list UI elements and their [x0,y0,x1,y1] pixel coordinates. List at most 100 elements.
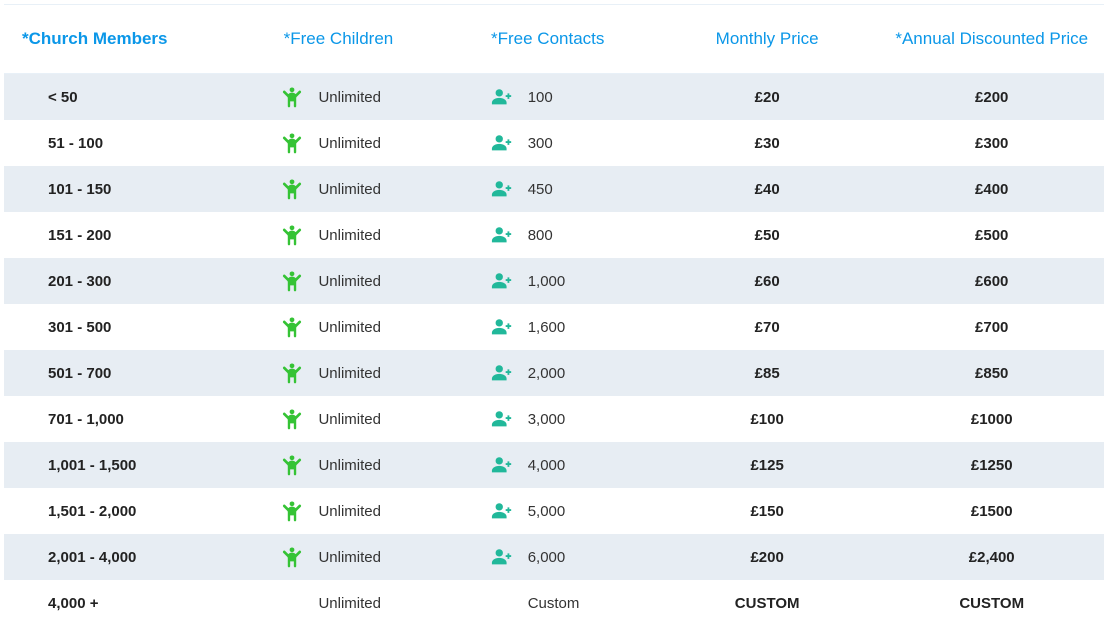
header-children: *Free Children [284,28,394,49]
contacts-cell: 450 [441,177,655,201]
contacts-cell: 4,000 [441,453,655,477]
table-row: < 50 Unlimited 100 £20 £200 [4,74,1104,120]
header-contacts: *Free Contacts [491,28,604,49]
header-monthly: Monthly Price [716,28,819,49]
contacts-value: Custom [528,595,606,612]
user-plus-icon [491,132,513,154]
annual-price-cell: CUSTOM [959,595,1024,612]
monthly-price-cell: £20 [755,89,780,106]
table-row: 101 - 150 Unlimited 450 £40 £400 [4,166,1104,212]
annual-price-cell: £500 [975,227,1008,244]
children-value: Unlimited [318,503,396,520]
header-members: *Church Members [22,28,167,49]
table-row: 1,501 - 2,000 Unlimited 5,000 £150 £1500 [4,488,1104,534]
child-icon [281,500,303,522]
child-icon [281,86,303,108]
contacts-value: 450 [528,181,606,198]
members-cell: 301 - 500 [22,319,111,336]
members-cell: 1,001 - 1,500 [22,457,136,474]
monthly-price-cell: £150 [750,503,783,520]
children-value: Unlimited [318,319,396,336]
monthly-price-cell: £100 [750,411,783,428]
annual-price-cell: £1500 [971,503,1013,520]
user-plus-icon [491,178,513,200]
monthly-price-cell: £125 [750,457,783,474]
table-row: 2,001 - 4,000 Unlimited 6,000 £200 £2,40… [4,534,1104,580]
table-row: 501 - 700 Unlimited 2,000 £85 £850 [4,350,1104,396]
children-value: Unlimited [318,595,396,612]
members-cell: < 50 [22,89,78,106]
children-cell: Unlimited [236,453,440,477]
contacts-cell: 3,000 [441,407,655,431]
contacts-cell: 1,000 [441,269,655,293]
children-value: Unlimited [318,411,396,428]
children-value: Unlimited [318,365,396,382]
annual-price-cell: £700 [975,319,1008,336]
monthly-price-cell: £50 [755,227,780,244]
table-row: 701 - 1,000 Unlimited 3,000 £100 £1000 [4,396,1104,442]
children-cell: Unlimited [236,177,440,201]
annual-price-cell: £1000 [971,411,1013,428]
annual-price-cell: £2,400 [969,549,1015,566]
members-cell: 51 - 100 [22,135,103,152]
child-icon [281,270,303,292]
contacts-cell: 1,600 [441,315,655,339]
contacts-value: 6,000 [528,549,606,566]
monthly-price-cell: CUSTOM [735,595,800,612]
monthly-price-cell: £40 [755,181,780,198]
table-row: 51 - 100 Unlimited 300 £30 £300 [4,120,1104,166]
children-cell: Unlimited [236,223,440,247]
annual-price-cell: £400 [975,181,1008,198]
children-cell: Unlimited [236,269,440,293]
user-plus-icon [491,316,513,338]
table-body: < 50 Unlimited 100 £20 £200 51 - 100 [4,74,1104,626]
table-row: 151 - 200 Unlimited 800 £50 £500 [4,212,1104,258]
pricing-table: *Church Members *Free Children *Free Con… [4,4,1104,626]
children-value: Unlimited [318,89,396,106]
monthly-price-cell: £60 [755,273,780,290]
children-cell: Unlimited [236,315,440,339]
child-icon [281,362,303,384]
children-value: Unlimited [318,135,396,152]
contacts-value: 4,000 [528,457,606,474]
user-plus-icon [491,500,513,522]
annual-price-cell: £1250 [971,457,1013,474]
child-icon [281,546,303,568]
contacts-value: 1,000 [528,273,606,290]
children-cell: Unlimited [236,499,440,523]
members-cell: 4,000 + [22,595,98,612]
contacts-value: 300 [528,135,606,152]
user-plus-icon [491,362,513,384]
annual-price-cell: £850 [975,365,1008,382]
child-icon [281,178,303,200]
members-cell: 501 - 700 [22,365,111,382]
table-header-row: *Church Members *Free Children *Free Con… [4,4,1104,74]
monthly-price-cell: £70 [755,319,780,336]
annual-price-cell: £200 [975,89,1008,106]
child-icon [281,454,303,476]
annual-price-cell: £300 [975,135,1008,152]
members-cell: 101 - 150 [22,181,111,198]
table-row: 301 - 500 Unlimited 1,600 £70 £700 [4,304,1104,350]
child-icon [281,408,303,430]
contacts-cell: 5,000 [441,499,655,523]
user-plus-icon [491,270,513,292]
monthly-price-cell: £30 [755,135,780,152]
monthly-price-cell: £85 [755,365,780,382]
children-value: Unlimited [318,181,396,198]
contacts-value: 2,000 [528,365,606,382]
table-row: 1,001 - 1,500 Unlimited 4,000 £125 £1250 [4,442,1104,488]
children-value: Unlimited [318,457,396,474]
child-icon [281,316,303,338]
contacts-value: 1,600 [528,319,606,336]
user-plus-icon [491,408,513,430]
contacts-value: 100 [528,89,606,106]
children-value: Unlimited [318,273,396,290]
children-value: Unlimited [318,549,396,566]
contacts-cell: 100 [441,85,655,109]
user-plus-icon [491,86,513,108]
contacts-cell: 2,000 [441,361,655,385]
user-plus-icon [491,546,513,568]
children-cell: Unlimited [236,85,440,109]
members-cell: 151 - 200 [22,227,111,244]
